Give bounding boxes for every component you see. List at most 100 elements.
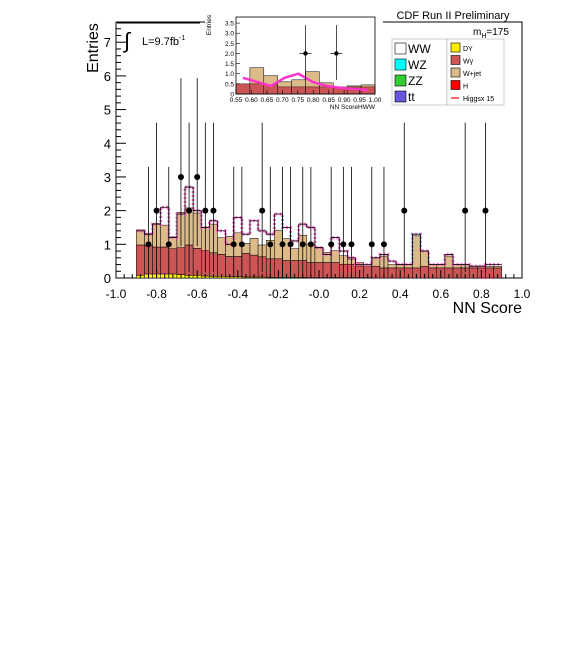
inset-plot: 00.51.01.52.02.53.03.50.55 0.60 0.65 0.70 0.… (205, 12, 383, 112)
bin-wg (225, 256, 234, 277)
legend-label: H (463, 84, 468, 91)
data-point (186, 207, 193, 214)
inset-x-tick-label: 0.65 (261, 97, 274, 104)
inset-y-tick-label: 2.5 (225, 41, 234, 48)
data-point (230, 241, 237, 248)
inset-data-point (303, 51, 308, 56)
data-point (307, 241, 314, 248)
mass-label: mH=175 (473, 27, 509, 40)
bin-wjet (249, 238, 259, 256)
bin-wg (168, 248, 178, 275)
y-tick-label: 4 (104, 136, 111, 151)
inset-x-tick-label: 0.95 (353, 97, 366, 104)
inset-x-tick-label: 0.55 (230, 97, 243, 104)
bin-wg (241, 253, 251, 278)
x-tick-label: -1.0 (106, 287, 127, 301)
data-point (153, 207, 160, 214)
total-line (136, 186, 502, 267)
chart-title: CDF Run II Preliminary (396, 10, 510, 22)
bin-wg (136, 244, 145, 276)
x-tick-label: 0.8 (473, 287, 490, 301)
inset-bin-wg (277, 86, 292, 95)
data-point (340, 241, 347, 248)
data-point (267, 241, 274, 248)
legend-swatch (394, 58, 407, 71)
y-axis: 0 1 2 3 4 5 6 7 (104, 21, 126, 286)
legend-label: ZZ (408, 74, 423, 88)
y-tick-label: 1 (104, 237, 111, 252)
legend-label: tt (408, 90, 415, 104)
inset-x-axis-label: NN ScoreHWW (330, 104, 376, 111)
data-point (177, 173, 184, 180)
data-point (165, 241, 172, 248)
data-point (194, 173, 201, 180)
data-point (259, 207, 266, 214)
data-point (279, 241, 286, 248)
y-axis-label: Entries (85, 23, 102, 73)
inset-x-tick-label: 0.80 (307, 97, 320, 104)
x-tick-label: 0.6 (432, 287, 449, 301)
data-point (401, 207, 408, 214)
legend-swatch (450, 55, 461, 65)
y-tick-label: 6 (104, 69, 111, 84)
x-tick-label: -0.2 (268, 287, 289, 301)
inset-bin-wg (305, 86, 320, 95)
inset-x-tick-label: 0.75 (291, 97, 304, 104)
data-point (348, 241, 355, 248)
bin-wg (249, 254, 259, 278)
bin-wg (217, 254, 226, 277)
bin-wjet (387, 264, 397, 269)
y-tick-label: 0 (104, 271, 111, 286)
luminosity-label: L=9.7fb-1 (142, 35, 185, 48)
data-point (145, 241, 152, 248)
x-tick-label: 0.4 (392, 287, 409, 301)
inset-x-tick-label: 0.90 (338, 97, 351, 104)
bin-wjet (290, 248, 299, 261)
data-point (482, 207, 489, 214)
bin-wjet (485, 265, 494, 269)
data-point (462, 207, 469, 214)
legend-swatch (450, 67, 461, 78)
inset-frame (235, 16, 376, 95)
legend-label: W+jet (463, 71, 481, 78)
legend-label: Higgsx 15 (463, 96, 494, 103)
legend-swatch (394, 90, 407, 103)
inset-data-point (334, 51, 339, 56)
integral-sign: ∫ (122, 28, 132, 53)
inset-y-tick-label: 0 (230, 92, 234, 99)
inset-y-tick-label: 0.5 (225, 81, 234, 88)
bin-wjet (217, 237, 226, 255)
x-axis-label: NN Score (453, 300, 522, 317)
inset-x-tick-label: 0.70 (276, 97, 289, 104)
legend-swatch (450, 42, 461, 53)
data-point (287, 241, 294, 248)
inset-x-tick-label: 0.85 (322, 97, 335, 104)
legend-swatch (394, 74, 407, 87)
x-tick-label: 0.2 (351, 287, 368, 301)
legend-swatch (394, 42, 407, 55)
inset-y-tick-label: 2.0 (225, 51, 234, 58)
inset-x-tick-label: 1.00 (369, 97, 382, 104)
x-tick-label: -0.0 (309, 287, 330, 301)
inset-bin-wg (291, 86, 306, 95)
inset-y-tick-label: 3.0 (225, 31, 234, 38)
data-point (328, 241, 335, 248)
inset-background (205, 12, 383, 112)
data-point (210, 207, 217, 214)
x-tick-label: -0.8 (146, 287, 167, 301)
data-point (238, 241, 245, 248)
data-point (202, 207, 209, 214)
bin-wg (160, 246, 170, 275)
y-tick-label: 3 (104, 170, 111, 185)
y-tick-label: 7 (104, 35, 111, 50)
legend: WW WZ ZZ tt DY Wγ W+jet H Higgsx 15 (391, 38, 505, 106)
inset-y-axis-label: Entries (206, 14, 213, 35)
y-tick-label: 2 (104, 204, 111, 219)
legend-label: Wγ (463, 59, 474, 66)
bin-wg (176, 247, 186, 275)
background-stack (136, 207, 502, 279)
x-tick-label: -0.4 (227, 287, 248, 301)
bin-wjet (493, 265, 502, 269)
x-axis: -1.0 -0.8 -0.6 -0.4 -0.2 -0.0 0.2 0.4 0.6 0.8 1.0 (106, 270, 531, 301)
